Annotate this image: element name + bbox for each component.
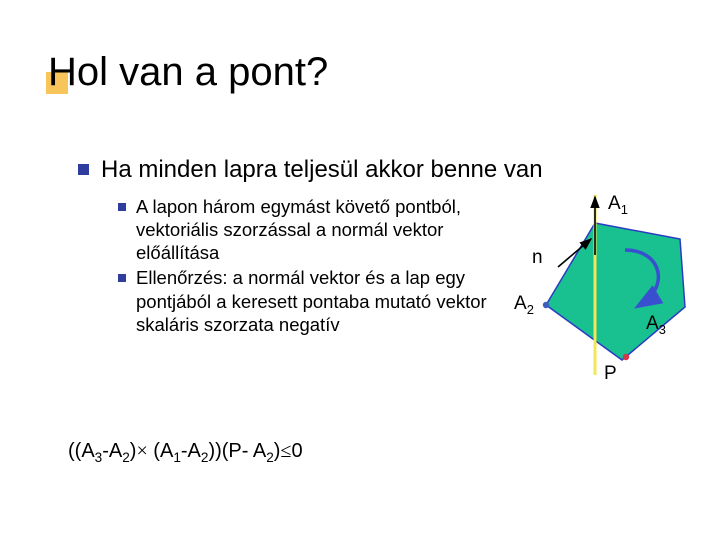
slide-title-wrap: Hol van a pont? [48, 50, 328, 95]
diagram: n A1 A2 A3 P [490, 195, 700, 415]
formula-text: ((A3-A2)× (A1-A2))(P- A2)≤0 [68, 440, 303, 465]
square-bullet-icon [118, 203, 126, 211]
bullet-lvl2-list: A lapon három egymást követő pontból, ve… [118, 195, 488, 336]
polygon-shape [546, 223, 685, 360]
label-a2: A2 [514, 293, 534, 317]
bullet-lvl1: Ha minden lapra teljesül akkor benne van [78, 155, 658, 185]
label-a1: A1 [608, 193, 628, 217]
vertex-dot-a2 [543, 302, 549, 308]
label-a3: A3 [646, 313, 666, 337]
bullet-lvl2: A lapon három egymást követő pontból, ve… [118, 195, 488, 264]
slide-title: Hol van a pont? [48, 50, 328, 95]
bullet-lvl2-text: Ellenőrzés: a normál vektor és a lap egy… [136, 266, 488, 335]
square-bullet-icon [118, 274, 126, 282]
bullet-lvl2-text: A lapon három egymást követő pontból, ve… [136, 195, 488, 264]
bullet-lvl1-text: Ha minden lapra teljesül akkor benne van [101, 155, 543, 185]
label-n: n [532, 247, 543, 269]
bullet-lvl2: Ellenőrzés: a normál vektor és a lap egy… [118, 266, 488, 335]
label-p: P [604, 363, 617, 385]
point-p-dot [623, 354, 629, 360]
square-bullet-icon [78, 164, 89, 175]
